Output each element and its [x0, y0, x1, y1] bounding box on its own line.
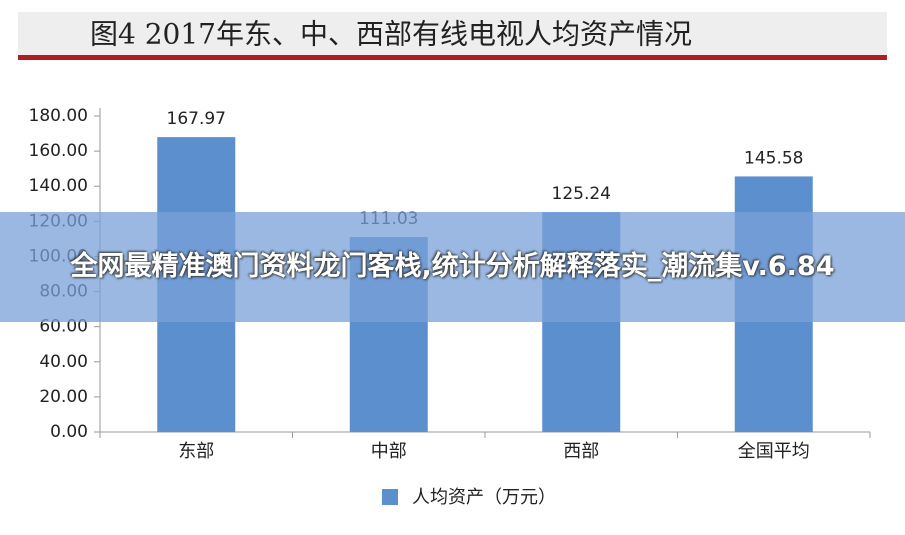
y-tick-label: 160.00 [29, 141, 88, 161]
chart-title: 图4 2017年东、中、西部有线电视人均资产情况 [90, 18, 692, 51]
x-tick-label: 中部 [371, 441, 407, 462]
x-tick-label: 全国平均 [738, 441, 810, 462]
overlay-text: 全网最精准澳门资料龙门客栈,统计分析解释落实_潮流集v.6.84 [70, 251, 835, 282]
value-label: 167.97 [167, 109, 226, 129]
value-label: 125.24 [552, 184, 611, 204]
y-tick-label: 0.00 [50, 422, 88, 442]
value-label: 145.58 [744, 148, 803, 168]
legend-label: 人均资产（万元） [412, 487, 556, 508]
y-tick-label: 40.00 [39, 352, 88, 372]
y-tick-label: 180.00 [29, 106, 88, 126]
y-tick-label: 140.00 [29, 176, 88, 196]
overlay-banner: 全网最精准澳门资料龙门客栈,统计分析解释落实_潮流集v.6.84 [0, 212, 905, 322]
y-tick-label: 20.00 [39, 387, 88, 407]
title-box [18, 12, 887, 56]
legend-swatch [382, 489, 398, 505]
title-rule [18, 55, 887, 60]
x-tick-label: 西部 [563, 441, 599, 462]
x-tick-label: 东部 [178, 441, 214, 462]
